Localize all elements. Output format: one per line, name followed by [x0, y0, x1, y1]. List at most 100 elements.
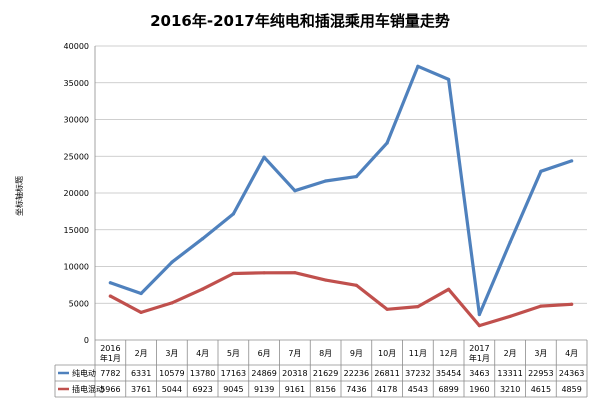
data-point [354, 283, 358, 287]
y-tick-label: 15000 [64, 226, 89, 235]
y-tick-label: 35000 [64, 79, 89, 88]
table-cell: 4543 [408, 385, 428, 394]
table-cell: 4859 [561, 385, 581, 394]
data-point [293, 271, 297, 275]
data-point [108, 281, 112, 285]
x-tick-label: 2017 [469, 344, 489, 353]
data-point [447, 287, 451, 291]
y-axis-label: 坐标轴标题 [14, 176, 24, 216]
table-cell: 5966 [100, 385, 120, 394]
data-point [508, 240, 512, 244]
table-cell: 26811 [374, 369, 399, 378]
y-axis-ticks: 0 5000 10000 15000 20000 25000 30000 35000 40000 [64, 42, 89, 345]
table-cell: 6331 [131, 369, 151, 378]
y-tick-label: 25000 [64, 152, 89, 161]
x-tick-label: 12月 [440, 349, 458, 358]
series-line-1 [108, 271, 574, 328]
data-point [262, 271, 266, 275]
gridlines [94, 45, 587, 341]
data-point [108, 294, 112, 298]
x-tick-label: 2月 [504, 349, 517, 358]
data-point [539, 169, 543, 173]
x-tick-label: 年1月 [100, 353, 121, 363]
x-tick-label: 3月 [534, 349, 547, 358]
data-point [539, 304, 543, 308]
data-point [416, 305, 420, 309]
table-cell: 22236 [344, 369, 369, 378]
x-tick-label: 2月 [135, 349, 148, 358]
data-point [170, 260, 174, 264]
data-point [293, 189, 297, 193]
data-point [416, 64, 420, 68]
data-point [324, 278, 328, 282]
table-cell: 9161 [285, 385, 305, 394]
table-cell: 37232 [405, 369, 430, 378]
data-point [231, 212, 235, 216]
x-tick-label: 2016 [100, 344, 120, 353]
data-point [231, 271, 235, 276]
table-cell: 22953 [528, 369, 553, 378]
table-cell: 8156 [315, 385, 335, 394]
y-tick-label: 0 [84, 336, 89, 345]
x-tick-label: 8月 [319, 349, 332, 358]
series-line-0 [108, 64, 574, 317]
y-tick-label: 40000 [64, 42, 89, 51]
table-cell: 9045 [223, 385, 243, 394]
x-tick-label: 10月 [378, 349, 396, 358]
y-tick-label: 5000 [69, 299, 89, 308]
data-point [385, 307, 389, 311]
data-point [570, 302, 574, 306]
x-tick-label: 年1月 [469, 353, 490, 363]
x-tick-label: 4月 [565, 349, 578, 358]
data-point [170, 301, 174, 305]
data-point [447, 77, 451, 82]
data-point [477, 312, 481, 317]
table-cell: 21629 [313, 369, 338, 378]
table-cell: 3463 [469, 369, 489, 378]
data-point [570, 159, 574, 163]
x-tick-label: 9月 [350, 349, 363, 358]
data-point [385, 141, 389, 145]
table-cell: 6899 [438, 385, 458, 394]
table-cell: 20318 [282, 369, 307, 378]
table-cell: 7436 [346, 385, 366, 394]
x-tick-label: 4月 [196, 349, 209, 358]
data-point [201, 287, 205, 291]
y-tick-label: 10000 [64, 263, 89, 272]
y-tick-label: 30000 [64, 116, 89, 125]
x-tick-label: 11月 [409, 349, 427, 358]
table-cell: 4178 [377, 385, 397, 394]
legend-name: 插电混动 [72, 384, 104, 394]
table-cell: 24363 [559, 369, 584, 378]
chart-title: 2016年-2017年纯电和插混乘用车销量走势 [150, 12, 450, 30]
data-point [139, 291, 143, 296]
table-cell: 3210 [500, 385, 520, 394]
data-point [139, 310, 143, 314]
table-cell: 1960 [469, 385, 489, 394]
table-cell: 3761 [131, 385, 151, 394]
table-cell: 7782 [100, 369, 120, 378]
table-cell: 9139 [254, 385, 274, 394]
table-cell: 24869 [251, 369, 276, 378]
table-cell: 13780 [190, 369, 215, 378]
table-cell: 10579 [159, 369, 184, 378]
table-cell: 6923 [192, 385, 212, 394]
data-point [201, 237, 205, 241]
data-point [354, 174, 358, 179]
x-tick-label: 6月 [258, 349, 271, 358]
y-tick-label: 20000 [64, 189, 89, 198]
data-point [508, 314, 512, 319]
table-cell: 17163 [221, 369, 246, 378]
x-tick-label: 5月 [227, 349, 240, 358]
table-cell: 4615 [531, 385, 551, 394]
data-point [262, 155, 266, 159]
x-tick-label: 3月 [165, 349, 178, 358]
table-cell: 13311 [497, 369, 522, 378]
legend-name: 纯电动 [72, 368, 96, 378]
x-tick-label: 7月 [288, 349, 301, 358]
series-lines [108, 64, 574, 328]
table-cell: 35454 [436, 369, 461, 378]
table-cell: 5044 [162, 385, 182, 394]
